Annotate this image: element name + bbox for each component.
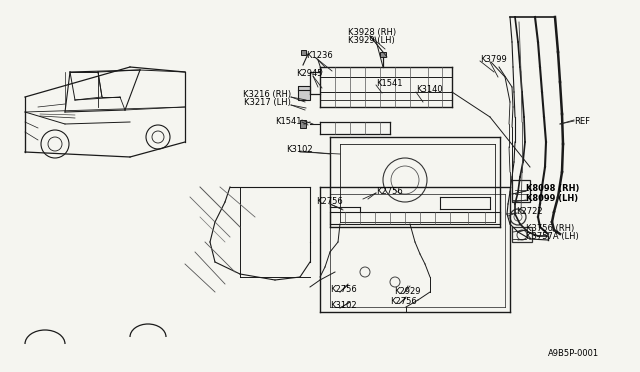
Text: K3756 (RH): K3756 (RH)	[526, 224, 574, 232]
Bar	[300, 120, 306, 128]
Bar	[380, 52, 386, 57]
Text: A9B5P-0001: A9B5P-0001	[548, 350, 599, 359]
Text: K1541: K1541	[376, 78, 403, 87]
Text: K3102: K3102	[330, 301, 356, 311]
Text: K3929 (LH): K3929 (LH)	[348, 36, 395, 45]
Text: K2756: K2756	[330, 285, 356, 295]
Bar	[512, 180, 530, 202]
Text: K3217 (LH): K3217 (LH)	[244, 99, 291, 108]
Text: K3799: K3799	[480, 55, 507, 64]
Text: K8099 (LH): K8099 (LH)	[526, 193, 578, 202]
Bar	[301, 50, 306, 55]
Text: K3216 (RH): K3216 (RH)	[243, 90, 291, 99]
Text: K3928 (RH): K3928 (RH)	[348, 28, 396, 36]
Text: K8098 (RH): K8098 (RH)	[526, 185, 579, 193]
Bar	[512, 227, 532, 242]
Text: K2722: K2722	[516, 206, 543, 215]
Text: K2945: K2945	[296, 70, 323, 78]
Text: K3102: K3102	[286, 145, 312, 154]
Bar	[298, 86, 310, 100]
Text: K2756: K2756	[316, 198, 343, 206]
Text: K1541: K1541	[275, 118, 302, 126]
Text: K2756: K2756	[390, 296, 417, 305]
Text: REF: REF	[574, 118, 590, 126]
Text: K1236: K1236	[306, 51, 333, 61]
Text: K3140: K3140	[416, 86, 443, 94]
Text: K2756: K2756	[376, 186, 403, 196]
Text: K3757A (LH): K3757A (LH)	[526, 232, 579, 241]
Text: K2929: K2929	[394, 286, 420, 295]
